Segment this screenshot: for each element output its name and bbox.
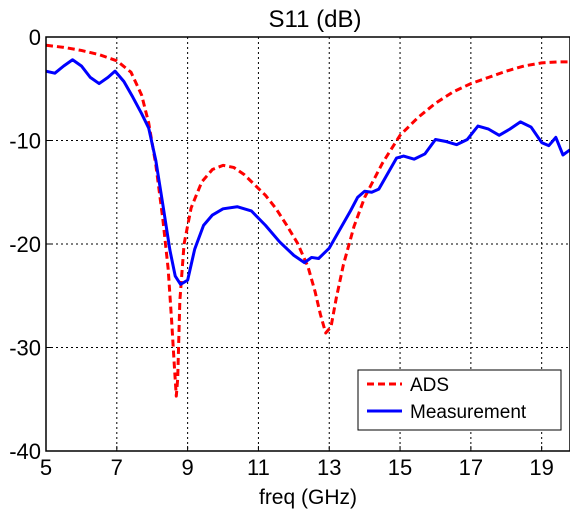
x-tick-label: 19 (529, 455, 553, 480)
chart-title: S11 (dB) (269, 6, 362, 33)
tick-labels: 5 7 9 11 13 15 17 19 0 -10 -20 -30 -40 (9, 25, 554, 480)
y-tick-label: -10 (9, 129, 41, 154)
x-axis-label: freq (GHz) (259, 486, 357, 509)
x-tick-label: 11 (247, 455, 270, 480)
series-line-ads (46, 43, 570, 398)
x-tick-label: 15 (388, 455, 412, 480)
x-tick-label: 5 (40, 455, 52, 480)
x-tick-label: 13 (317, 455, 341, 480)
x-tick-label: 9 (181, 455, 193, 480)
legend-label-measurement: Measurement (410, 402, 527, 423)
y-tick-label: -20 (9, 232, 41, 257)
x-tick-label: 7 (111, 455, 123, 480)
y-tick-label: -40 (9, 439, 41, 464)
series-group (46, 43, 570, 398)
x-tick-label: 17 (459, 455, 483, 480)
legend-box (357, 369, 562, 431)
y-tick-label: -30 (9, 336, 41, 361)
y-tick-label: 0 (29, 25, 41, 50)
legend: ADS Measurement (357, 369, 562, 431)
series-line-measurement (46, 58, 570, 286)
legend-label-ads: ADS (410, 375, 449, 396)
